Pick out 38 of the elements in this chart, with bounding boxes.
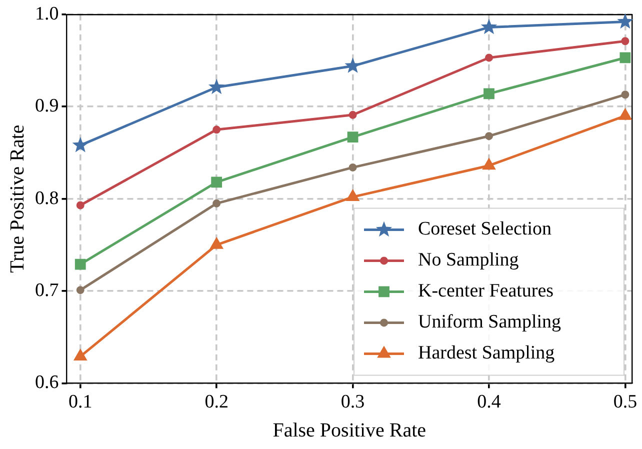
legend-label: No Sampling bbox=[418, 250, 520, 271]
point bbox=[208, 78, 225, 94]
point bbox=[484, 132, 493, 140]
point bbox=[620, 52, 631, 64]
legend-label: K-center Features bbox=[418, 280, 554, 302]
point bbox=[617, 13, 634, 29]
legend-label: Coreset Selection bbox=[418, 218, 552, 240]
point bbox=[212, 199, 221, 208]
point bbox=[76, 201, 84, 210]
point bbox=[480, 18, 498, 34]
y-tick-label: 0.8 bbox=[35, 188, 59, 209]
point bbox=[344, 58, 361, 73]
point bbox=[212, 126, 221, 134]
legend-label: Uniform Sampling bbox=[418, 312, 562, 333]
x-tick-label: 0.1 bbox=[68, 392, 92, 413]
y-tick-label: 0.6 bbox=[35, 372, 59, 394]
point bbox=[484, 54, 493, 62]
point bbox=[348, 163, 357, 172]
x-tick-label: 0.2 bbox=[204, 392, 228, 413]
point bbox=[211, 176, 222, 188]
point bbox=[482, 158, 496, 170]
point bbox=[621, 37, 630, 46]
point bbox=[484, 88, 494, 100]
point bbox=[72, 136, 88, 152]
y-axis-title: True Positive Rate bbox=[6, 124, 28, 273]
point bbox=[621, 90, 630, 99]
x-tick-label: 0.5 bbox=[613, 392, 638, 413]
point bbox=[74, 258, 86, 270]
point bbox=[76, 286, 84, 294]
legend-label: Hardest Sampling bbox=[418, 342, 556, 364]
point bbox=[348, 110, 357, 119]
y-tick-label: 1.0 bbox=[35, 3, 59, 24]
y-tick-label: 0.7 bbox=[35, 280, 59, 301]
x-tick-label: 0.4 bbox=[477, 392, 502, 413]
x-tick-label: 0.3 bbox=[340, 392, 365, 413]
y-tick-label: 0.9 bbox=[35, 96, 59, 117]
point bbox=[347, 132, 358, 142]
x-axis-title: False Positive Rate bbox=[272, 419, 426, 442]
